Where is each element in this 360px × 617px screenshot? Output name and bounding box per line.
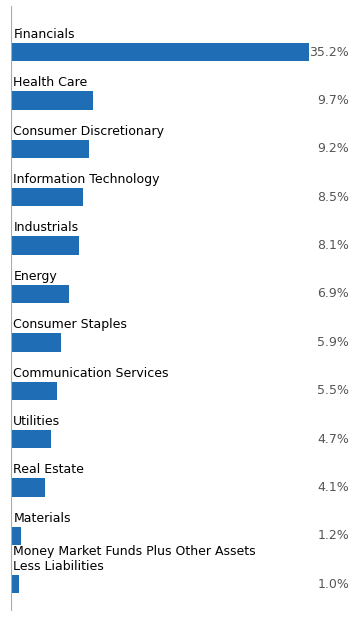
Bar <box>11 139 89 158</box>
Text: Financials: Financials <box>13 28 75 41</box>
Text: 35.2%: 35.2% <box>310 46 349 59</box>
Text: 4.7%: 4.7% <box>317 433 349 445</box>
Text: Consumer Staples: Consumer Staples <box>13 318 127 331</box>
Text: Real Estate: Real Estate <box>13 463 84 476</box>
Bar <box>11 381 57 400</box>
Bar <box>11 91 93 110</box>
Bar <box>11 333 61 352</box>
Text: Energy: Energy <box>13 270 57 283</box>
Text: 8.1%: 8.1% <box>317 239 349 252</box>
Bar <box>11 236 79 255</box>
Text: 9.2%: 9.2% <box>318 143 349 155</box>
Text: 6.9%: 6.9% <box>318 288 349 300</box>
Bar <box>11 188 83 207</box>
Text: 9.7%: 9.7% <box>317 94 349 107</box>
Bar <box>11 478 45 497</box>
Text: Health Care: Health Care <box>13 77 87 89</box>
Text: Communication Services: Communication Services <box>13 366 169 379</box>
Text: Information Technology: Information Technology <box>13 173 160 186</box>
Text: 8.5%: 8.5% <box>317 191 349 204</box>
Bar <box>11 43 309 61</box>
Text: Money Market Funds Plus Other Assets
Less Liabilities: Money Market Funds Plus Other Assets Les… <box>13 545 256 573</box>
Text: Consumer Discretionary: Consumer Discretionary <box>13 125 164 138</box>
Text: Industrials: Industrials <box>13 222 78 234</box>
Text: Materials: Materials <box>13 511 71 524</box>
Text: 1.2%: 1.2% <box>318 529 349 542</box>
Text: 5.5%: 5.5% <box>317 384 349 397</box>
Bar <box>11 430 50 449</box>
Text: Utilities: Utilities <box>13 415 60 428</box>
Text: 4.1%: 4.1% <box>318 481 349 494</box>
Text: 1.0%: 1.0% <box>317 578 349 590</box>
Bar <box>11 285 69 303</box>
Bar <box>11 575 19 594</box>
Text: 5.9%: 5.9% <box>317 336 349 349</box>
Bar <box>11 527 21 545</box>
